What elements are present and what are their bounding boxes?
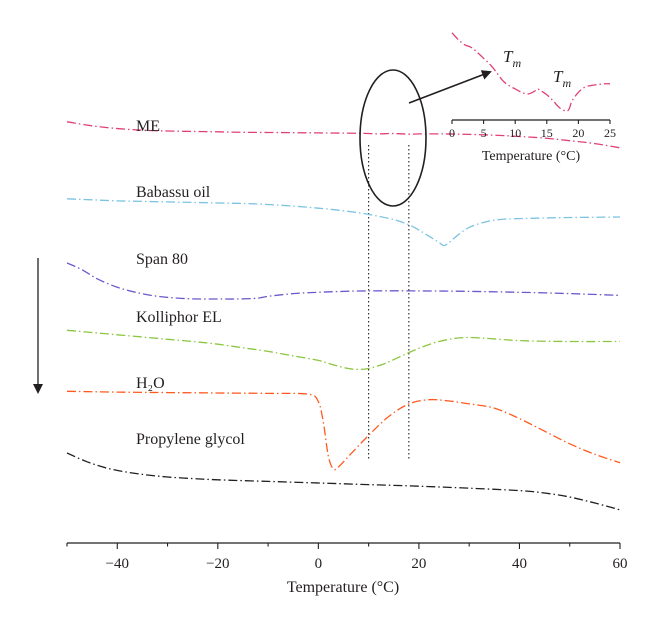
- inset-curve: [451, 32, 611, 112]
- curve-label-babassu-oil: Babassu oil: [136, 184, 211, 201]
- curve-label-me: ME: [136, 118, 160, 135]
- curve-propylene-glycol: [66, 452, 621, 511]
- curve-label-kolliphor-el: Kolliphor EL: [136, 309, 222, 326]
- main-x-axis-title: Temperature (°C): [287, 579, 399, 596]
- curve-kolliphor-el: [66, 329, 621, 371]
- curve-span-80: [66, 262, 621, 300]
- inset-x-tick-label: 0: [449, 126, 455, 140]
- inset-curve-me: [451, 32, 611, 112]
- main-x-tick-label: 60: [613, 556, 628, 572]
- curve-h-o: [66, 390, 621, 471]
- curve-me: [66, 121, 621, 149]
- zoom-ellipse: [359, 69, 427, 207]
- inset-x-tick-label: 15: [541, 126, 553, 140]
- main-x-tick-label: 40: [512, 556, 527, 572]
- inset-x-tick-label: 5: [481, 126, 487, 140]
- main-x-tick-label: 20: [411, 556, 426, 572]
- main-x-tick-label: −20: [206, 556, 229, 572]
- reference-lines: [368, 145, 410, 460]
- tm-label-2: Tm: [553, 67, 571, 90]
- main-curves: [66, 121, 621, 511]
- main-x-tick-label: 0: [315, 556, 323, 572]
- curve-label-propylene-glycol: Propylene glycol: [136, 431, 245, 448]
- inset-x-axis-title: Temperature (°C): [482, 149, 581, 164]
- tm-label-1: Tm: [503, 47, 521, 70]
- inset-x-ticks: 0 5 10 15 20 25: [449, 120, 616, 140]
- curve-label-span-80: Span 80: [136, 251, 188, 268]
- inset-x-tick-label: 20: [572, 126, 584, 140]
- curve-label-h2o: H₂O: [136, 375, 165, 392]
- main-x-ticks: −40 −20 0 20 40 60: [66, 543, 628, 572]
- inset-x-tick-label: 10: [509, 126, 521, 140]
- main-x-tick-label: −40: [106, 556, 129, 572]
- inset-x-tick-label: 25: [604, 126, 616, 140]
- curve-babassu-oil: [66, 198, 621, 247]
- zoom-pointer-arrow: [408, 70, 492, 104]
